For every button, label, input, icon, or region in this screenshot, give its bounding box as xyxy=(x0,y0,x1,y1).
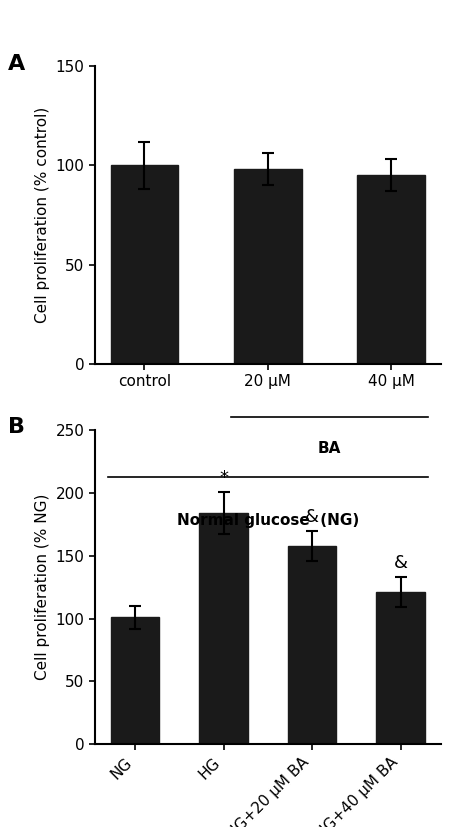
Text: &: & xyxy=(305,508,319,526)
Y-axis label: Cell proliferation (% control): Cell proliferation (% control) xyxy=(35,107,50,323)
Text: B: B xyxy=(9,418,25,437)
Bar xyxy=(376,592,425,744)
Text: *: * xyxy=(219,469,228,486)
Bar xyxy=(110,617,159,744)
Bar xyxy=(110,165,178,364)
Bar xyxy=(288,546,337,744)
Text: BA: BA xyxy=(318,442,341,457)
Bar xyxy=(234,170,302,364)
Bar xyxy=(199,513,248,744)
Y-axis label: Cell proliferation (% NG): Cell proliferation (% NG) xyxy=(35,494,50,681)
Text: A: A xyxy=(9,55,26,74)
Text: &: & xyxy=(394,554,408,572)
Text: Normal glucose  (NG): Normal glucose (NG) xyxy=(177,513,359,528)
Bar xyxy=(357,175,425,364)
